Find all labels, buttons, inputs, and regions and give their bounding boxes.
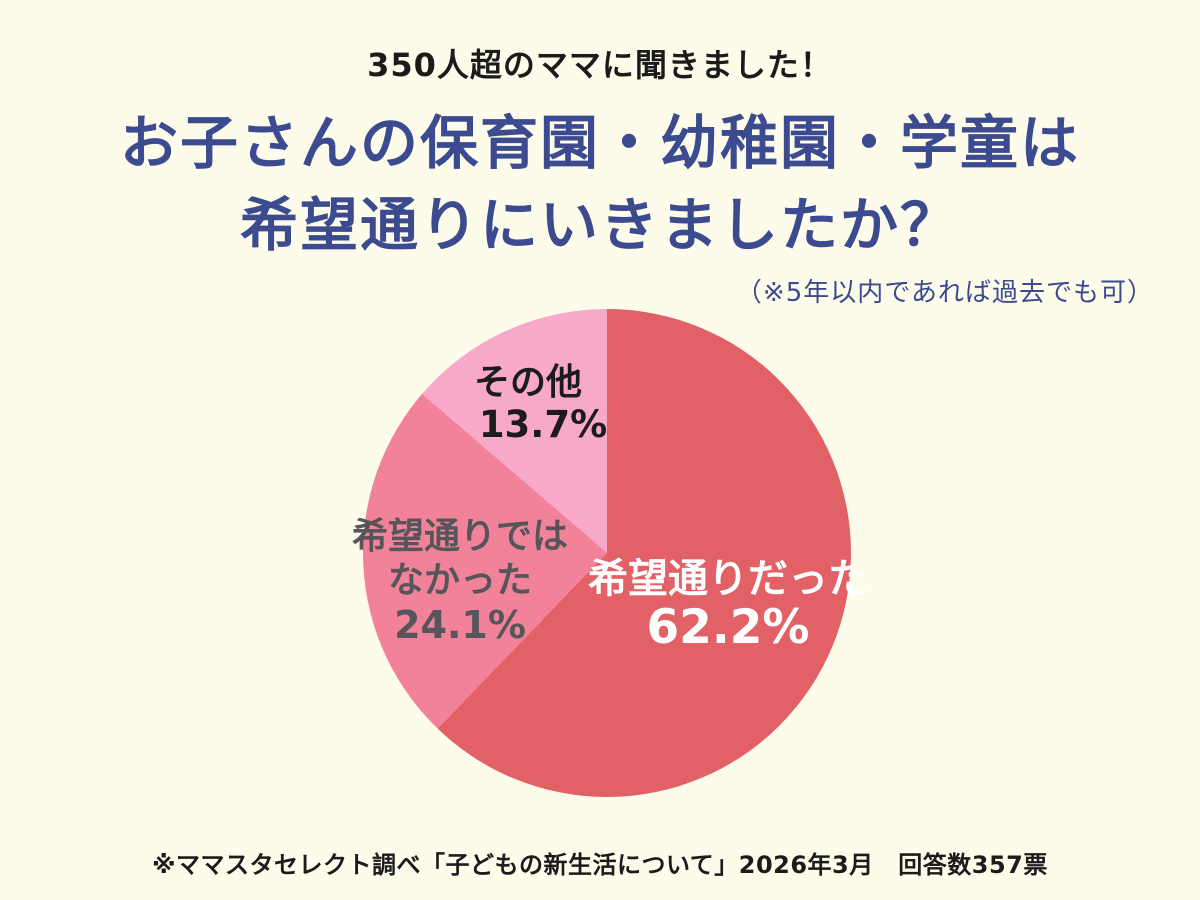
slice-label-text: その他 xyxy=(473,362,582,403)
slice-value-text: 24.1% xyxy=(394,603,526,647)
slice-label-sonota: その他 13.7% xyxy=(449,362,607,446)
page-title: お子さんの保育園・幼稚園・学童は 希望通りにいきましたか？ xyxy=(0,102,1200,266)
pie-circle xyxy=(363,309,851,797)
slice-label-text: なかった xyxy=(387,560,533,601)
slice-label-text: 希望通りでは xyxy=(351,516,569,557)
source-footer: ※ママスタセレクト調べ「子どもの新生活について」2026年3月 回答数357票 xyxy=(152,851,1048,879)
slice-label-kibodori-datta: 希望通りだった 62.2% xyxy=(588,555,868,653)
pie-chart: 希望通りだった 62.2% 希望通りでは なかった 24.1% その他 13.7… xyxy=(352,309,868,797)
eyebrow-text: 350人超のママに聞きました！ xyxy=(367,46,833,84)
slice-value-text: 62.2% xyxy=(646,600,810,655)
page-title-line1: お子さんの保育園・幼稚園・学童は xyxy=(119,109,1080,177)
page-title-line2: 希望通りにいきましたか？ xyxy=(239,191,960,259)
slice-value-text: 13.7% xyxy=(478,403,608,446)
title-note: （※5年以内であれば過去でも可） xyxy=(735,278,1154,308)
slice-label-text: 希望通りだった xyxy=(588,556,868,602)
slice-label-kibodori-dewa-nakatta: 希望通りでは なかった 24.1% xyxy=(352,515,568,647)
